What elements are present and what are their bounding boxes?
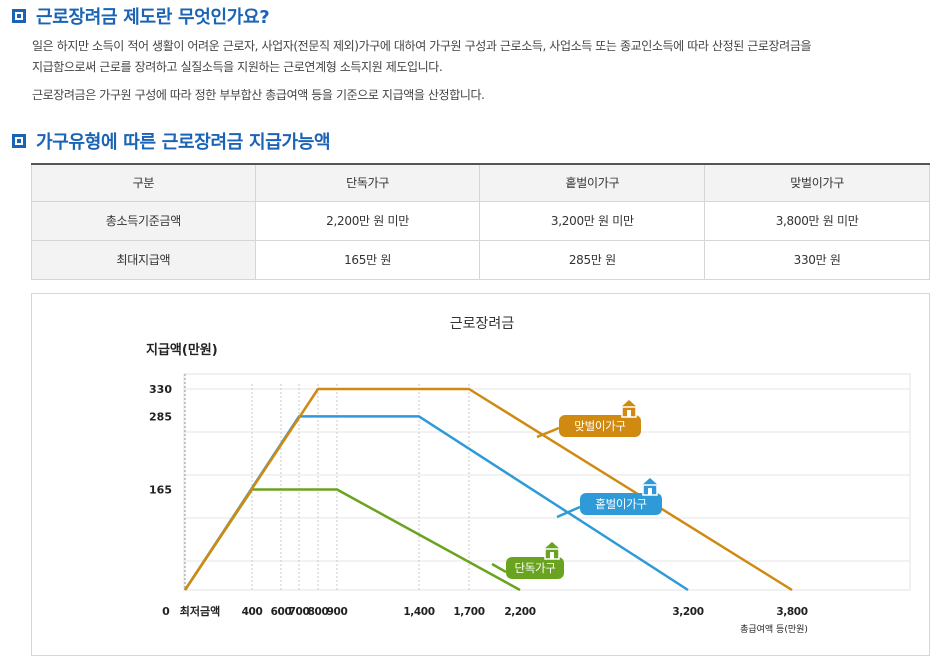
chart-vertical-guides bbox=[251, 384, 470, 590]
section-title-amounts: 가구유형에 따른 근로장려금 지급가능액 bbox=[12, 128, 331, 154]
series-name: 단독가구 bbox=[514, 561, 555, 575]
square-bullet-icon bbox=[12, 9, 26, 23]
x-tick-label: 800 bbox=[308, 606, 329, 618]
y-tick-label: 285 bbox=[149, 410, 172, 423]
table-row-header: 최대지급액 bbox=[31, 239, 256, 280]
x-axis-label: 총급여액 등(만원) bbox=[740, 623, 808, 635]
section-title-intro: 근로장려금 제도란 무엇인가요? bbox=[12, 3, 270, 29]
table-header-row: 구분 단독가구 홑벌이가구 맞벌이가구 bbox=[31, 163, 930, 202]
house-icon bbox=[617, 397, 641, 418]
label-leader-line bbox=[491, 562, 507, 574]
x-tick-label: 1,400 bbox=[403, 606, 434, 618]
series-label: 홑벌이가구 bbox=[556, 475, 662, 519]
series-name: 맞벌이가구 bbox=[574, 419, 625, 433]
table-cell: 3,800만 원 미만 bbox=[704, 200, 930, 241]
label-leader-line bbox=[556, 505, 581, 519]
house-icon bbox=[540, 539, 564, 560]
x-tick-label: 900 bbox=[327, 606, 348, 618]
series-line bbox=[183, 488, 521, 592]
chart-series-labels: 단독가구 홑벌이가구 맞벌이가구 bbox=[491, 397, 662, 579]
table-cell: 165만 원 bbox=[254, 239, 481, 280]
plot-area bbox=[183, 373, 911, 591]
label-leader-line bbox=[536, 426, 560, 439]
x-tick-label: 700 bbox=[289, 606, 310, 618]
origin-label: 0 bbox=[162, 605, 170, 618]
x-tick-label: 400 bbox=[242, 606, 263, 618]
house-icon bbox=[638, 475, 662, 496]
table-row: 총소득기준금액 2,200만 원 미만 3,200만 원 미만 3,800만 원… bbox=[31, 200, 930, 241]
section-title-text: 근로장려금 제도란 무엇인가요? bbox=[36, 7, 270, 28]
series-label: 단독가구 bbox=[491, 539, 564, 579]
label-badge bbox=[580, 493, 662, 515]
square-bullet-icon bbox=[12, 134, 26, 148]
chart-grid bbox=[183, 373, 911, 591]
table-header: 맞벌이가구 bbox=[704, 163, 930, 202]
x-tick-label: 3,800 bbox=[776, 606, 807, 618]
table-header: 홑벌이가구 bbox=[479, 163, 706, 202]
intro-line-1: 일은 하지만 소득이 적어 생활이 어려운 근로자, 사업자(전문직 제외)가구… bbox=[32, 39, 812, 53]
table-header: 단독가구 bbox=[254, 163, 481, 202]
amount-table: 구분 단독가구 홑벌이가구 맞벌이가구 총소득기준금액 2,200만 원 미만 … bbox=[31, 163, 930, 280]
label-badge bbox=[506, 557, 564, 579]
x-tick-label: 2,200 bbox=[504, 606, 535, 618]
x-tick-label: 3,200 bbox=[672, 606, 703, 618]
table-cell: 285만 원 bbox=[479, 239, 706, 280]
chart-container: 근로장려금 지급액(만원) 165 285 330 400 600 700 800 900 1,… bbox=[31, 293, 930, 656]
section-title-text: 가구유형에 따른 근로장려금 지급가능액 bbox=[36, 132, 331, 153]
series-label: 맞벌이가구 bbox=[536, 397, 641, 439]
x-tick-label: 600 bbox=[271, 606, 292, 618]
chart-title: 근로장려금 bbox=[450, 316, 515, 332]
table-cell: 330만 원 bbox=[704, 239, 930, 280]
table-cell: 2,200만 원 미만 bbox=[254, 200, 481, 241]
y-axis-label: 지급액(만원) bbox=[146, 342, 218, 358]
series-line bbox=[183, 387, 793, 592]
calc-paragraph: 근로장려금은 가구원 구성에 따라 정한 부부합산 총급여액 등을 기준으로 지… bbox=[32, 88, 485, 102]
chart-series bbox=[183, 387, 793, 592]
table-row-header: 총소득기준금액 bbox=[31, 200, 256, 241]
series-name: 홑벌이가구 bbox=[595, 497, 646, 511]
intro-line-2: 지급함으로써 근로를 장려하고 실질소득을 지원하는 근로연계형 소득지원 제도… bbox=[32, 60, 443, 74]
y-tick-label: 165 bbox=[149, 484, 172, 497]
table-row: 최대지급액 165만 원 285만 원 330만 원 bbox=[31, 239, 930, 280]
y-tick-label: 330 bbox=[149, 383, 172, 396]
label-badge bbox=[559, 415, 641, 437]
table-cell: 3,200만 원 미만 bbox=[479, 200, 706, 241]
table-header: 구분 bbox=[31, 163, 256, 202]
x-start-label: 최저금액 bbox=[180, 604, 220, 618]
x-tick-label: 1,700 bbox=[453, 606, 484, 618]
intro-paragraph: 일은 하지만 소득이 적어 생활이 어려운 근로자, 사업자(전문직 제외)가구… bbox=[32, 36, 932, 78]
